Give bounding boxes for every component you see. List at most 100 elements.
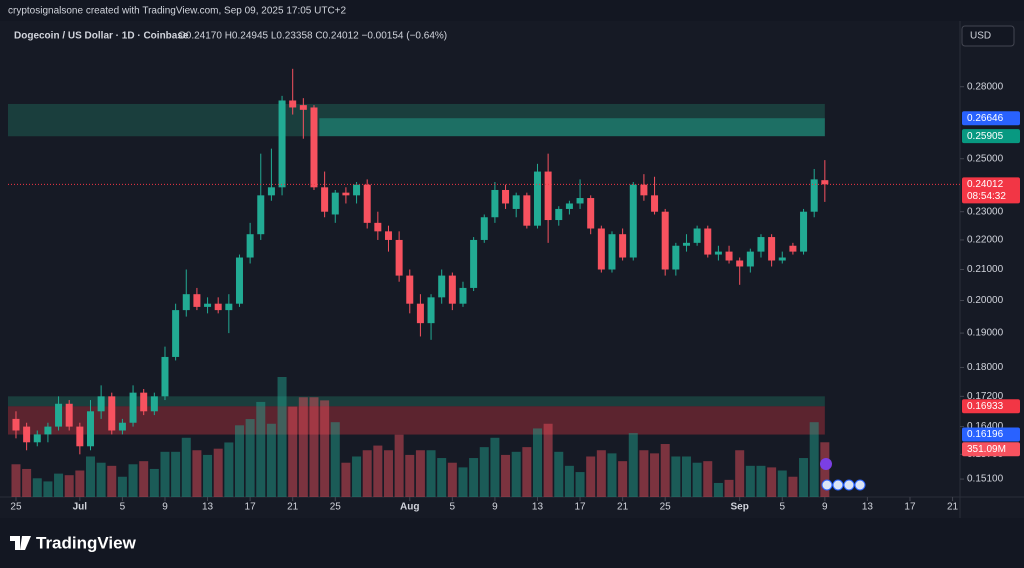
x-tick-label: 17 [904, 502, 916, 513]
candle-body [512, 195, 520, 209]
y-tick-label: 0.17200 [967, 391, 1004, 402]
candle-body [97, 396, 105, 412]
candle-body [480, 217, 488, 240]
volume-bar [564, 465, 574, 497]
candle-body [310, 107, 318, 188]
price-label: 0.16196 [967, 429, 1004, 440]
x-tick-label: 9 [162, 502, 168, 513]
volume-bar [639, 450, 649, 497]
currency: USD [970, 31, 991, 42]
volume-bar [64, 475, 74, 497]
price-label: 0.26646 [967, 113, 1004, 124]
volume-bar [543, 423, 553, 497]
candle-body [23, 426, 31, 443]
volume-bar [660, 444, 670, 497]
volume-bar [277, 377, 287, 497]
volume-bar [799, 458, 809, 497]
symbol: Dogecoin / US Dollar · 1D · Coinbase [14, 31, 189, 42]
volume-bar [745, 465, 755, 497]
candle-body [746, 251, 754, 267]
volume-bar [724, 479, 734, 497]
volume-bar [234, 425, 244, 497]
volume-bar [756, 465, 766, 497]
x-tick-label: 21 [617, 502, 629, 513]
zone [8, 103, 825, 137]
candle-body [672, 245, 680, 270]
candle-body [172, 310, 180, 357]
volume-bar [501, 454, 511, 497]
volume-bar [224, 442, 234, 497]
candle-body [704, 228, 712, 255]
volume-bar [54, 473, 64, 497]
candle-body [640, 184, 648, 196]
volume-bar [671, 456, 681, 497]
candle-body [204, 303, 212, 307]
volume-label-box [962, 442, 1020, 457]
event-icon[interactable] [854, 479, 866, 491]
candle-body [533, 171, 541, 226]
price-label: 0.16933 [967, 401, 1004, 412]
volume-bar [320, 400, 330, 497]
volume-bar [149, 468, 159, 497]
y-tick-label: 0.23000 [967, 206, 1004, 217]
candle-body [33, 434, 41, 443]
volume-bar [735, 450, 745, 497]
x-tick-label: 5 [450, 502, 456, 513]
x-tick-label: 9 [822, 502, 828, 513]
candle-body [321, 187, 329, 212]
event-icon[interactable] [821, 479, 833, 491]
volume-bar [650, 453, 660, 497]
volume-bar [341, 462, 351, 497]
price-label: 0.25905 [967, 131, 1004, 142]
candle-body [267, 187, 275, 196]
x-tick-label: 13 [202, 502, 214, 513]
candle-body [353, 184, 361, 196]
volume-bar [309, 397, 319, 497]
candle-body [76, 426, 84, 447]
volume-label: 351.09M [967, 444, 1006, 455]
volume-bar [96, 462, 106, 497]
candle-body [384, 231, 392, 240]
candle-body [693, 228, 701, 243]
y-tick-label: 0.15100 [967, 474, 1004, 485]
candle-body [150, 396, 158, 412]
x-tick-label: Sep [731, 502, 749, 513]
credit: cryptosignalsone created with TradingVie… [8, 6, 347, 17]
candle-body [257, 195, 265, 235]
y-tick-label: 0.18000 [967, 362, 1004, 373]
volume-bar [777, 470, 787, 497]
brand: TradingView [36, 533, 137, 552]
candle-body [597, 228, 605, 270]
volume-bar [458, 467, 468, 497]
volume-bar [181, 437, 191, 497]
x-tick-label: 13 [862, 502, 874, 513]
x-tick-label: Aug [400, 502, 419, 513]
y-tick-label: 0.22000 [967, 235, 1004, 246]
candle-body [182, 294, 190, 311]
currency-button[interactable] [961, 25, 1015, 47]
volume-bar [596, 450, 606, 497]
price-label-box [962, 427, 1020, 442]
footer [0, 518, 1024, 568]
volume-bar [288, 406, 298, 497]
candle-body [565, 203, 573, 209]
candle-body [395, 239, 403, 276]
volume-bar [469, 458, 479, 497]
volume-bar [447, 462, 457, 497]
candle-body [427, 297, 435, 324]
x-tick-label: 9 [492, 502, 498, 513]
candle-body [118, 422, 126, 431]
volume-bar [788, 476, 798, 497]
candle-body [331, 192, 339, 215]
volume-bar [107, 465, 117, 497]
price-label-box [962, 399, 1020, 414]
event-icon[interactable] [820, 458, 832, 470]
candle-body [736, 260, 744, 267]
volume-bar [511, 451, 521, 497]
event-icon[interactable] [832, 479, 844, 491]
x-tick-label: Jul [73, 502, 88, 513]
event-icon[interactable] [843, 479, 855, 491]
volume-bar [479, 447, 489, 497]
x-tick-label: 25 [10, 502, 22, 513]
